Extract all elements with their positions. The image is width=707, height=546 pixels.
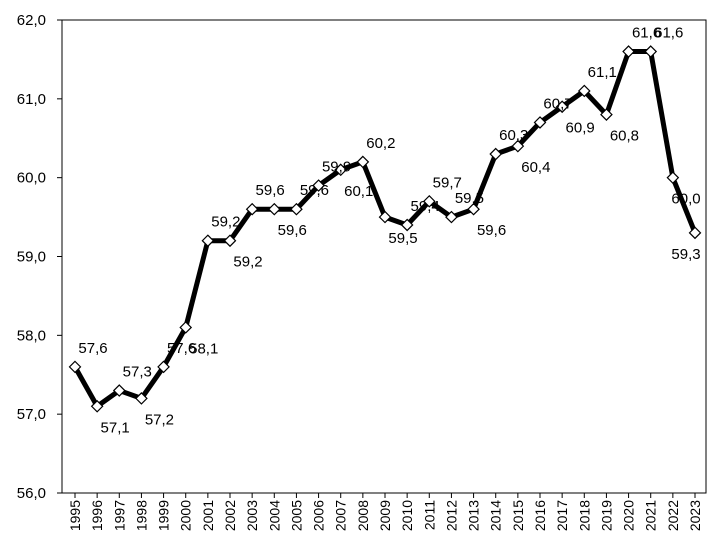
- y-tick-label: 58,0: [17, 327, 46, 344]
- x-tick-label: 1996: [89, 500, 105, 531]
- x-tick-label: 2006: [311, 500, 327, 531]
- data-point: [577, 84, 591, 98]
- x-tick-label: 2022: [665, 500, 681, 531]
- x-tick-label: 2004: [266, 500, 282, 531]
- data-point: [356, 155, 370, 169]
- x-tick-label: 2016: [532, 500, 548, 531]
- y-tick-label: 56,0: [17, 485, 46, 502]
- data-label: 59,6: [300, 182, 329, 199]
- data-label: 60,7: [543, 95, 572, 112]
- data-point: [68, 360, 82, 374]
- x-tick-label: 2019: [598, 500, 614, 531]
- data-point: [135, 392, 148, 405]
- data-label: 60,9: [566, 120, 595, 137]
- data-point: [112, 384, 126, 397]
- x-tick-label: 2021: [643, 500, 659, 531]
- data-point: [422, 194, 436, 208]
- data-point: [555, 100, 569, 114]
- data-label: 59,2: [211, 214, 240, 231]
- data-label: 60,2: [366, 135, 395, 152]
- x-tick-label: 1997: [111, 500, 127, 531]
- x-tick-label: 2001: [200, 500, 216, 531]
- y-tick-label: 62,0: [17, 12, 46, 29]
- data-label: 59,4: [411, 198, 440, 215]
- data-point: [90, 399, 104, 413]
- x-tick-label: 1998: [133, 500, 149, 531]
- y-tick-label: 59,0: [17, 249, 46, 266]
- data-label: 59,2: [233, 254, 262, 271]
- x-tick-label: 2017: [554, 500, 570, 531]
- x-tick-label: 2012: [443, 500, 459, 531]
- data-label: 60,3: [499, 127, 528, 144]
- data-label: 58,1: [189, 340, 218, 357]
- y-tick-label: 60,0: [17, 170, 46, 187]
- y-tick-label: 61,0: [17, 91, 46, 108]
- data-label: 61,1: [588, 64, 617, 81]
- x-tick-label: 2015: [510, 500, 526, 531]
- data-point: [489, 147, 503, 161]
- x-tick-label: 2018: [576, 500, 592, 531]
- data-label: 60,8: [610, 128, 639, 145]
- data-label: 60,1: [344, 183, 373, 200]
- x-tick-label: 2023: [687, 500, 703, 531]
- data-label: 57,3: [123, 364, 152, 381]
- data-point: [666, 171, 680, 185]
- data-label: 59,6: [256, 182, 285, 199]
- x-tick-label: 2003: [244, 500, 260, 531]
- y-tick-label: 57,0: [17, 406, 46, 423]
- data-label: 59,3: [671, 246, 700, 263]
- data-point: [622, 45, 635, 58]
- data-point: [511, 139, 525, 153]
- data-point: [312, 179, 325, 192]
- data-point: [290, 202, 303, 216]
- data-point: [533, 116, 547, 129]
- x-tick-label: 2010: [399, 500, 415, 531]
- data-label: 57,6: [78, 340, 107, 357]
- data-point: [688, 226, 702, 240]
- x-tick-label: 1995: [67, 500, 83, 531]
- data-label: 59,5: [388, 230, 417, 247]
- data-label: 61,6: [654, 25, 683, 42]
- data-point: [201, 234, 215, 248]
- data-label: 60,4: [521, 159, 550, 176]
- data-label: 59,5: [455, 190, 484, 207]
- data-point: [378, 210, 392, 224]
- data-point: [157, 360, 170, 374]
- data-label: 57,6: [167, 340, 196, 357]
- data-point: [267, 202, 281, 216]
- x-tick-label: 2014: [488, 500, 504, 531]
- x-tick-label: 2005: [288, 500, 304, 531]
- data-point: [179, 321, 193, 334]
- data-label: 61,6: [632, 25, 661, 42]
- x-tick-label: 2009: [377, 500, 393, 531]
- data-label: 60,0: [671, 191, 700, 208]
- x-tick-label: 2002: [222, 500, 238, 531]
- data-point: [445, 210, 458, 224]
- x-tick-label: 1999: [156, 500, 172, 531]
- data-point: [644, 45, 658, 58]
- data-point: [600, 108, 613, 121]
- data-point: [245, 202, 259, 216]
- data-label: 59,9: [322, 159, 351, 176]
- data-label: 59,6: [477, 222, 506, 239]
- x-tick-label: 2000: [178, 500, 194, 531]
- x-tick-label: 2008: [355, 500, 371, 531]
- x-tick-label: 2007: [333, 500, 349, 531]
- data-label: 59,7: [433, 174, 462, 191]
- data-point: [400, 218, 414, 232]
- x-tick-label: 2013: [466, 500, 482, 531]
- data-label: 59,6: [278, 222, 307, 239]
- x-tick-label: 2020: [621, 500, 637, 531]
- data-label: 57,1: [101, 419, 130, 436]
- x-tick-label: 2011: [421, 500, 437, 530]
- data-point: [223, 234, 237, 248]
- data-label: 57,2: [145, 411, 174, 428]
- data-point: [467, 202, 480, 216]
- data-point: [334, 163, 348, 177]
